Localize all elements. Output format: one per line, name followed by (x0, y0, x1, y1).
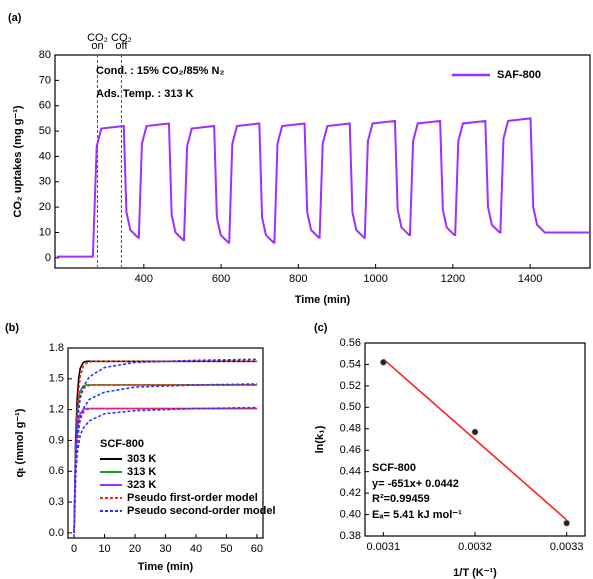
y-axis-label: qₜ (mmol g⁻¹) (14, 408, 26, 477)
y-tick-label: 0.6 (49, 465, 64, 477)
x-tick-label: 20 (129, 543, 141, 555)
x-tick-label: 50 (220, 543, 232, 555)
x-tick-label: 0.0033 (550, 541, 584, 553)
panel-label: (c) (314, 322, 328, 334)
x-tick-label: 0.0032 (458, 541, 492, 553)
legend-label: Pseudo second-order model (127, 505, 276, 517)
y-tick-label: 20 (39, 201, 51, 213)
annotation: R²=0.99459 (372, 493, 430, 505)
y-tick-label: 60 (39, 100, 51, 112)
legend-label: 323 K (127, 479, 156, 491)
plot-frame (54, 54, 591, 269)
y-tick-label: 0.40 (340, 508, 361, 520)
y-tick-label: 40 (39, 150, 51, 162)
annotation: Eₐ= 5.41 kJ mol⁻¹ (372, 509, 462, 521)
panel-label: (b) (5, 322, 19, 334)
y-tick-label: 50 (39, 125, 51, 137)
annotation: Cond. : 15% CO₂/85% N₂ (96, 65, 224, 77)
y-axis-label: CO₂ uptakes (mg g⁻¹) (12, 105, 24, 217)
annotation: SCF-800 (372, 462, 416, 474)
legend-label: SAF-800 (497, 69, 541, 81)
data-line (56, 117, 590, 258)
x-axis-label: 1/T (K⁻¹) (453, 567, 497, 579)
marker-label: off (115, 40, 128, 52)
y-tick-label: 0.52 (340, 380, 361, 392)
legend-label: 313 K (127, 466, 156, 478)
x-axis-label: Time (min) (295, 294, 351, 306)
x-tick-label: 1400 (518, 273, 542, 285)
y-tick-label: 0.46 (340, 444, 361, 456)
x-tick-label: 600 (212, 273, 230, 285)
x-tick-label: 10 (98, 543, 110, 555)
y-tick-label: 0.38 (340, 530, 361, 542)
legend-title: SCF-800 (100, 438, 144, 450)
x-tick-label: 1200 (441, 273, 465, 285)
y-tick-label: 0.56 (340, 337, 361, 349)
panel-label: (a) (8, 12, 22, 24)
y-tick-label: 0.48 (340, 423, 361, 435)
marker-label: CO₂ (87, 32, 108, 44)
y-axis-label: ln(k₁) (314, 425, 326, 453)
y-tick-label: 1.5 (49, 373, 64, 385)
marker-label: on (91, 40, 103, 52)
x-tick-label: 800 (289, 273, 307, 285)
y-tick-label: 0.9 (49, 434, 64, 446)
y-tick-label: 0.54 (340, 358, 361, 370)
y-tick-label: 0.3 (49, 496, 64, 508)
legend-label: 303 K (127, 453, 156, 465)
marker-label: CO₂ (111, 32, 132, 44)
data-point (380, 359, 387, 366)
x-tick-label: 0.0031 (367, 541, 401, 553)
y-tick-label: 30 (39, 176, 51, 188)
y-tick-label: 0.0 (49, 527, 64, 539)
y-tick-label: 0.50 (340, 401, 361, 413)
legend-label: Pseudo first-order model (127, 492, 258, 504)
data-point (471, 428, 479, 436)
x-tick-label: 60 (251, 543, 263, 555)
data-point (563, 519, 570, 527)
y-tick-label: 80 (39, 49, 51, 61)
y-tick-label: 0 (45, 252, 51, 264)
x-tick-label: 0 (71, 543, 77, 555)
x-tick-label: 40 (190, 543, 202, 555)
y-tick-label: 0.42 (340, 487, 361, 499)
y-tick-label: 1.8 (49, 342, 64, 354)
y-tick-label: 70 (39, 74, 51, 86)
data-line (73, 358, 257, 533)
y-tick-label: 1.2 (49, 404, 64, 416)
annotation: y= -651x+ 0.0442 (372, 478, 459, 490)
y-tick-label: 0.44 (340, 466, 361, 478)
data-line (382, 358, 568, 521)
x-tick-label: 400 (135, 273, 153, 285)
x-axis-label: Time (min) (138, 561, 194, 573)
annotation: Ads. Temp. : 313 K (96, 88, 194, 100)
x-tick-label: 1000 (363, 273, 387, 285)
x-tick-label: 30 (159, 543, 171, 555)
y-tick-label: 10 (39, 226, 51, 238)
